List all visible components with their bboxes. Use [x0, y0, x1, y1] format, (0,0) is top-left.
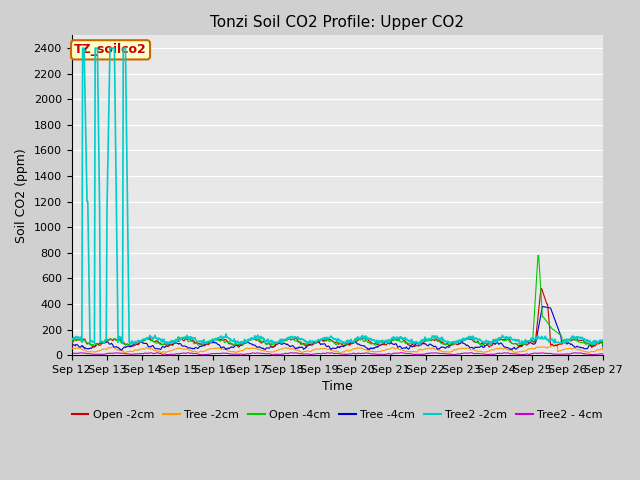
Title: Tonzi Soil CO2 Profile: Upper CO2: Tonzi Soil CO2 Profile: Upper CO2: [211, 15, 464, 30]
Y-axis label: Soil CO2 (ppm): Soil CO2 (ppm): [15, 148, 28, 243]
X-axis label: Time: Time: [322, 381, 353, 394]
Legend: Open -2cm, Tree -2cm, Open -4cm, Tree -4cm, Tree2 -2cm, Tree2 - 4cm: Open -2cm, Tree -2cm, Open -4cm, Tree -4…: [67, 406, 607, 424]
Text: TZ_soilco2: TZ_soilco2: [74, 43, 147, 56]
